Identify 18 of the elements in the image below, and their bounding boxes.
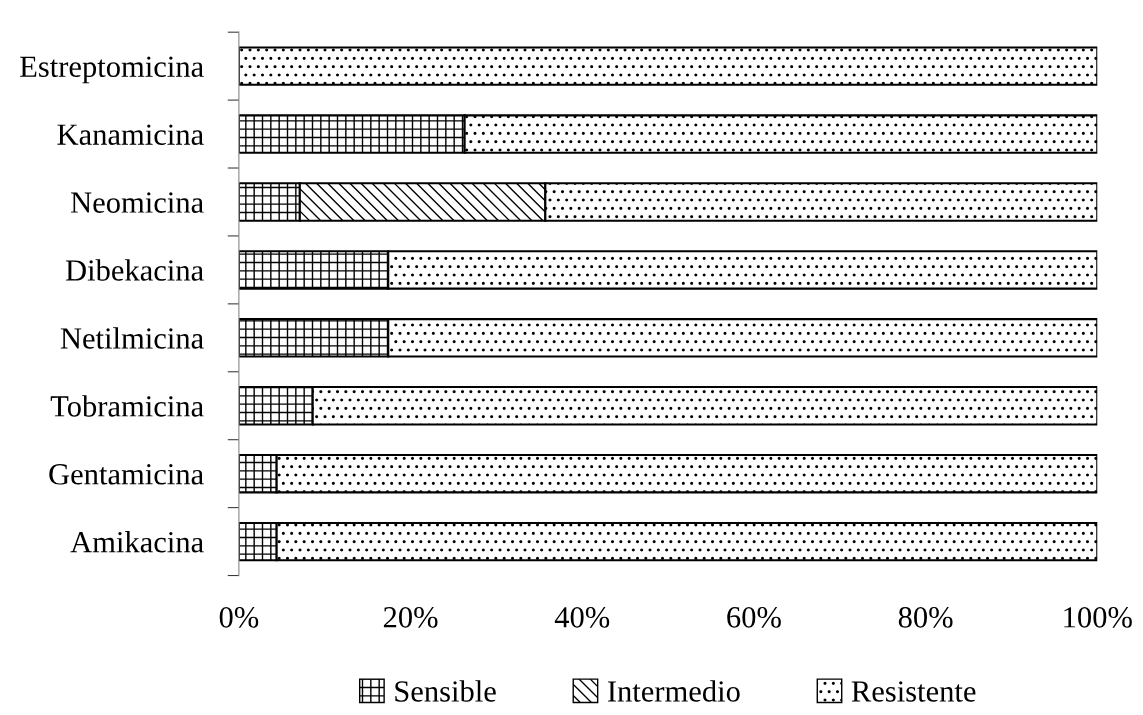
y-tick-label: Kanamicina — [57, 124, 204, 145]
y-tick-label: Estreptomicina — [20, 56, 204, 84]
legend-label: Sensible — [395, 680, 496, 702]
x-tick-label: 20% — [383, 607, 438, 628]
y-tick-label: Neomicina — [70, 192, 204, 213]
legend-label: Intermedio — [607, 680, 740, 702]
x-tick-label: 40% — [554, 607, 610, 628]
y-tick-label: Amikacina — [70, 531, 204, 553]
y-tick-label: Gentamicina — [49, 464, 204, 485]
x-tick-label: 100% — [1064, 607, 1132, 628]
legend-label: Resistente — [851, 681, 976, 702]
y-tick-label: Dibekacina — [65, 259, 204, 281]
y-tick-label: Tobramicina — [50, 395, 204, 417]
y-tick-label: Netilmicina — [60, 327, 204, 349]
x-tick-label: 0% — [219, 607, 259, 628]
x-tick-label: 60% — [727, 607, 781, 628]
bar — [238, 46, 1098, 86]
x-tick-label: 80% — [898, 607, 953, 628]
